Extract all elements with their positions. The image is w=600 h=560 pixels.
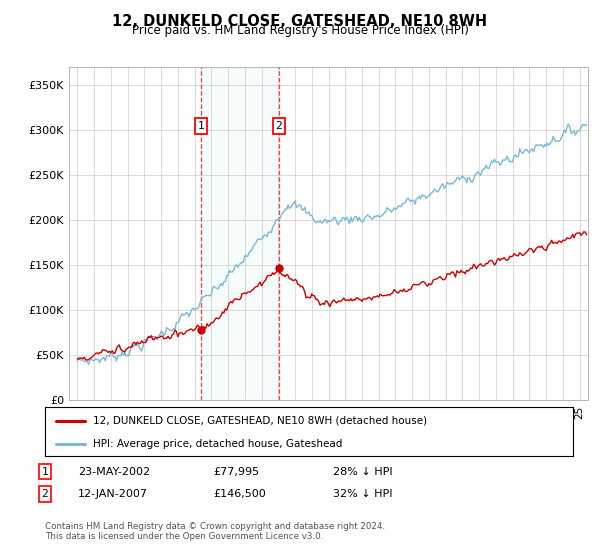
Text: 12-JAN-2007: 12-JAN-2007 (78, 489, 148, 499)
Text: 12, DUNKELD CLOSE, GATESHEAD, NE10 8WH (detached house): 12, DUNKELD CLOSE, GATESHEAD, NE10 8WH (… (92, 416, 427, 426)
Text: Contains HM Land Registry data © Crown copyright and database right 2024.
This d: Contains HM Land Registry data © Crown c… (45, 522, 385, 542)
Text: 2: 2 (275, 121, 283, 130)
Text: Price paid vs. HM Land Registry's House Price Index (HPI): Price paid vs. HM Land Registry's House … (131, 24, 469, 37)
Text: 2: 2 (41, 489, 49, 499)
Text: 32% ↓ HPI: 32% ↓ HPI (333, 489, 392, 499)
Text: £146,500: £146,500 (213, 489, 266, 499)
Text: 1: 1 (197, 121, 205, 130)
Text: 12, DUNKELD CLOSE, GATESHEAD, NE10 8WH: 12, DUNKELD CLOSE, GATESHEAD, NE10 8WH (112, 14, 488, 29)
Text: £77,995: £77,995 (213, 466, 259, 477)
Bar (201, 67, 279, 400)
Text: 1: 1 (41, 466, 49, 477)
Text: HPI: Average price, detached house, Gateshead: HPI: Average price, detached house, Gate… (92, 439, 342, 449)
Text: 28% ↓ HPI: 28% ↓ HPI (333, 466, 392, 477)
Text: 23-MAY-2002: 23-MAY-2002 (78, 466, 150, 477)
